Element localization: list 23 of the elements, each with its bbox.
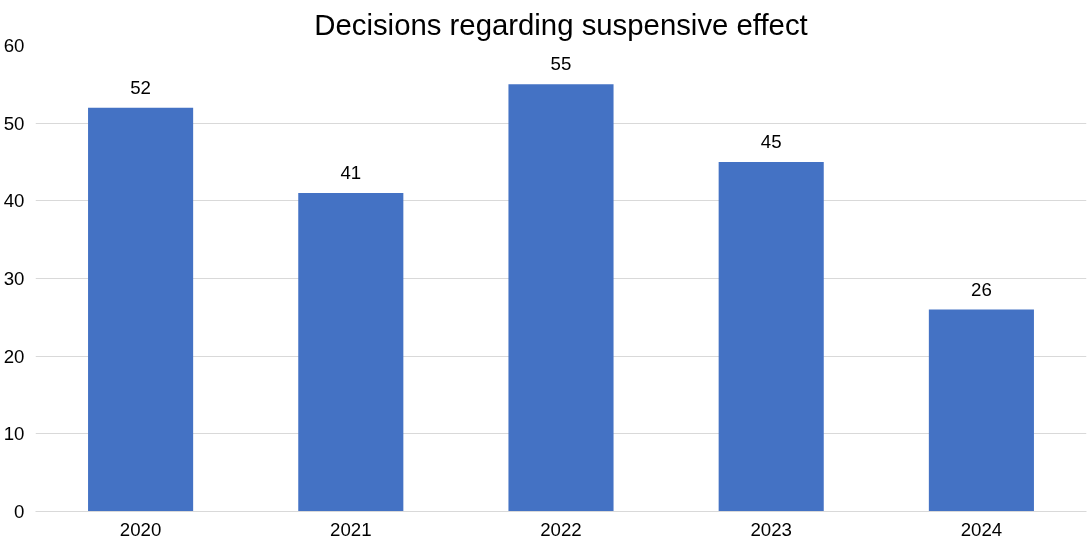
- data-label: 26: [971, 278, 992, 300]
- bar: [718, 162, 824, 512]
- data-label: 41: [340, 162, 362, 184]
- data-label: 55: [550, 53, 572, 75]
- y-tick-label: 30: [3, 268, 25, 289]
- x-tick-label: 2024: [960, 518, 1003, 538]
- y-tick-label: 10: [3, 423, 25, 445]
- x-tick-label: 2022: [540, 518, 582, 538]
- x-tick-label: 2021: [330, 518, 372, 538]
- y-tick-label: 50: [3, 112, 25, 134]
- bar: [88, 107, 194, 512]
- data-label: 52: [130, 76, 151, 98]
- bar: [508, 84, 614, 512]
- data-label: 45: [760, 131, 782, 152]
- bar: [928, 309, 1034, 512]
- y-tick-label: 60: [3, 35, 25, 56]
- x-tick-label: 2020: [119, 518, 162, 538]
- y-tick-label: 40: [3, 190, 25, 212]
- bar: [298, 193, 404, 512]
- x-tick-label: 2023: [750, 518, 792, 538]
- y-tick-label: 0: [14, 501, 25, 522]
- y-tick-label: 20: [3, 345, 25, 367]
- chart-title: Decisions regarding suspensive effect: [314, 7, 808, 41]
